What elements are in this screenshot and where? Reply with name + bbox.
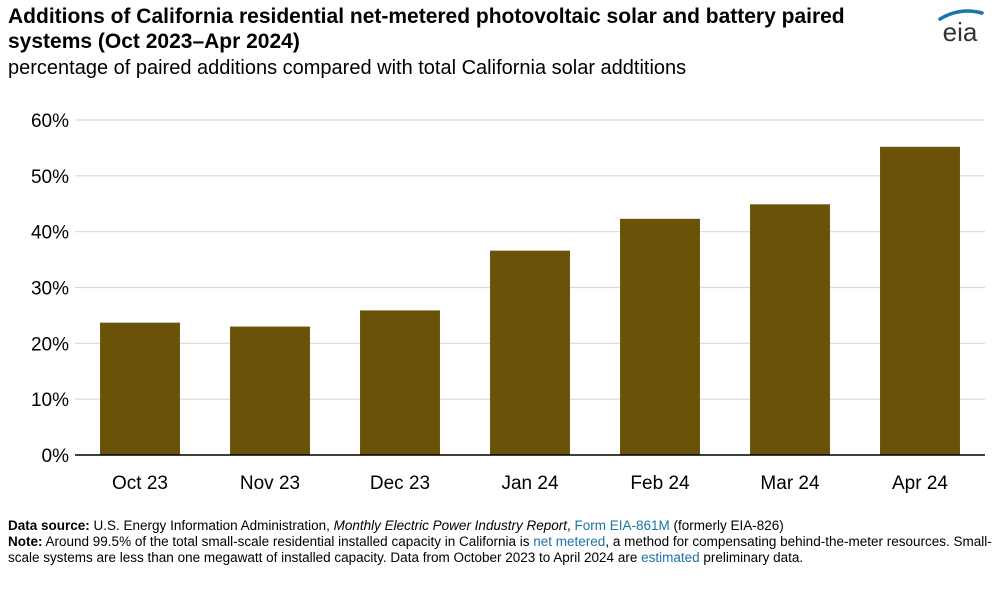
source-text-2: (formerly EIA-826): [669, 518, 784, 533]
x-tick-label: Apr 24: [892, 473, 948, 494]
y-tick-label: 20%: [31, 334, 69, 355]
bar-feb-24: [620, 218, 700, 455]
data-source-line: Data source: U.S. Energy Information Adm…: [8, 518, 993, 534]
y-tick-label: 40%: [31, 223, 69, 244]
y-tick-label: 50%: [31, 167, 69, 188]
x-tick-label: Nov 23: [240, 473, 300, 494]
note-line: Note: Around 99.5% of the total small-sc…: [8, 534, 993, 566]
eia-logo: eia: [938, 9, 984, 45]
x-tick-label: Jan 24: [501, 473, 558, 494]
bar-dec-23: [360, 310, 440, 455]
note-text: Around 99.5% of the total small-scale re…: [42, 534, 534, 549]
x-tick-label: Dec 23: [370, 473, 430, 494]
y-axis-tick-labels: 0% 10% 20% 30% 40% 50% 60%: [31, 111, 69, 467]
y-tick-label: 0%: [42, 446, 70, 467]
bar-apr-24: [880, 146, 960, 456]
y-tick-label: 10%: [31, 390, 69, 411]
chart-footer: Data source: U.S. Energy Information Adm…: [8, 518, 993, 566]
bar-jan-24: [490, 250, 570, 455]
x-tick-label: Mar 24: [760, 473, 820, 494]
source-report: Monthly Electric Power Industry Report: [333, 518, 567, 533]
note-text-2: , a method for compensating behind-the-m…: [8, 534, 992, 565]
source-separator: ,: [566, 518, 575, 533]
bar-chart: 0% 10% 20% 30% 40% 50% 60% Oct 23 Nov 23 Dec 23 J…: [31, 111, 985, 494]
bars: [75, 146, 985, 456]
note-label: Note:: [8, 534, 43, 549]
logo-text: eia: [943, 17, 978, 45]
bar-oct-23: [100, 322, 180, 455]
x-axis-tick-labels: Oct 23 Nov 23 Dec 23 Jan 24 Feb 24 Mar 24 Apr …: [112, 473, 948, 494]
net-metered-link[interactable]: net metered: [533, 534, 606, 549]
source-text: U.S. Energy Information Administration,: [89, 518, 334, 533]
y-tick-label: 30%: [31, 279, 69, 300]
form-eia-861m-link[interactable]: Form EIA-861M: [574, 518, 670, 533]
note-text-3: preliminary data.: [699, 550, 804, 565]
logo-swoosh-icon: [938, 9, 984, 21]
chart-subtitle: percentage of paired additions compared …: [8, 57, 687, 79]
bar-mar-24: [750, 204, 830, 455]
chart-title: Additions of California residential net-…: [8, 5, 845, 53]
estimated-link[interactable]: estimated: [641, 550, 700, 565]
x-tick-label: Oct 23: [112, 473, 168, 494]
gridlines: [75, 119, 985, 400]
bar-nov-23: [230, 326, 310, 455]
source-label: Data source:: [8, 518, 90, 533]
x-tick-label: Feb 24: [630, 473, 690, 494]
y-tick-label: 60%: [31, 111, 69, 132]
